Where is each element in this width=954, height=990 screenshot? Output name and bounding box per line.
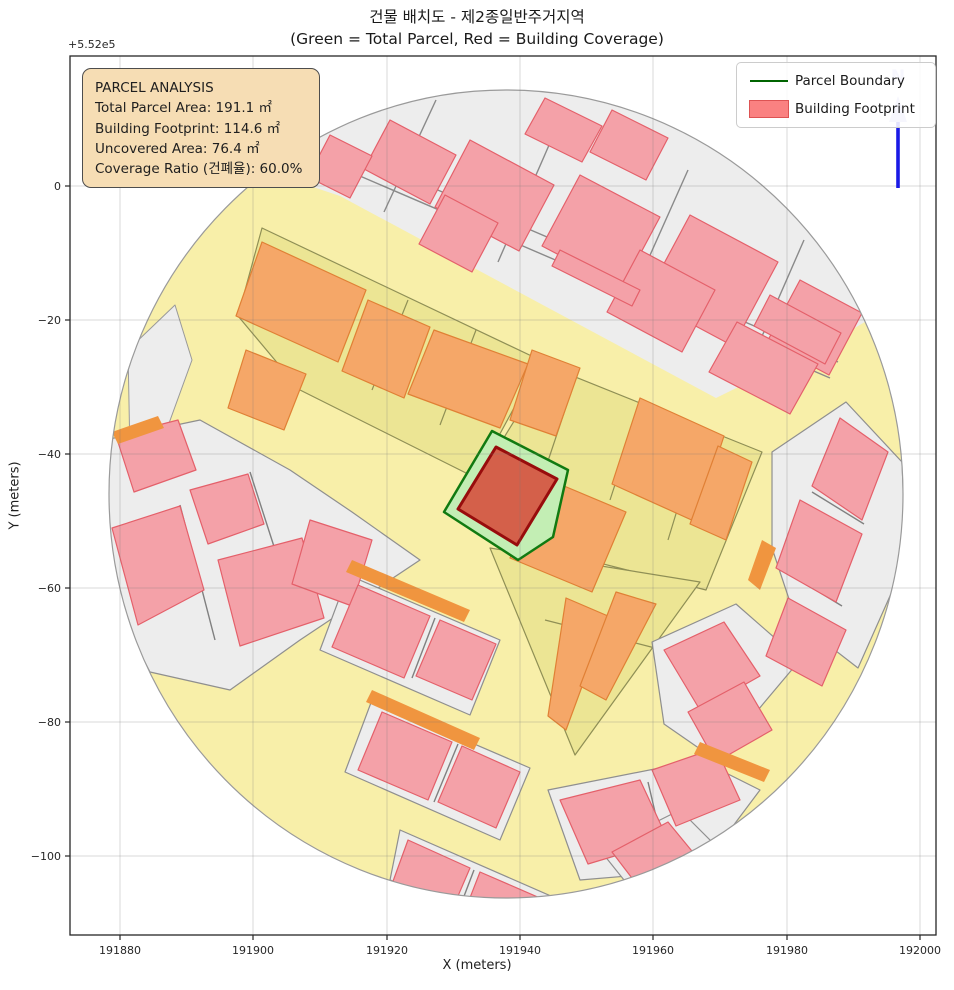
building-pink bbox=[524, 97, 603, 163]
map-layers bbox=[109, 90, 903, 898]
building-orange bbox=[509, 349, 581, 437]
building-pink bbox=[753, 294, 842, 365]
x-tick-label: 191880 bbox=[99, 944, 141, 957]
building-pink bbox=[418, 194, 499, 273]
legend: Parcel Boundary Building Footprint bbox=[736, 62, 936, 128]
y-axis-offset-label: +5.52e5 bbox=[68, 38, 116, 51]
building-pink bbox=[111, 505, 205, 626]
building-orange bbox=[547, 597, 609, 731]
y-axis-label: Y (meters) bbox=[7, 461, 23, 530]
building-pink bbox=[811, 417, 889, 521]
parcel-strip-line bbox=[811, 491, 865, 525]
legend-label-building-footprint: Building Footprint bbox=[795, 101, 915, 117]
map-extent-outline bbox=[108, 89, 904, 899]
building-pink bbox=[434, 139, 555, 252]
x-axis-label: X (meters) bbox=[442, 958, 512, 973]
building-orange bbox=[227, 349, 307, 431]
chart-title: 건물 배치도 - 제2종일반주거지역 bbox=[369, 8, 585, 26]
parcel-strip-line bbox=[433, 743, 459, 803]
parcel-boundary-line-swatch bbox=[750, 80, 788, 82]
zone-edge-sliver bbox=[346, 560, 470, 622]
y-tick-label: −60 bbox=[38, 582, 61, 595]
infobox-total-area: Total Parcel Area: 191.1 ㎡ bbox=[95, 100, 272, 117]
building-pink bbox=[357, 711, 453, 801]
chart-subtitle: (Green = Total Parcel, Red = Building Co… bbox=[290, 30, 664, 48]
x-tick-label: 191960 bbox=[632, 944, 674, 957]
infobox-uncovered-area: Uncovered Area: 76.4 ㎡ bbox=[95, 140, 260, 157]
infobox-coverage-ratio: Coverage Ratio (건폐율): 60.0% bbox=[95, 161, 303, 178]
building-pink bbox=[651, 747, 741, 827]
building-pink bbox=[551, 249, 641, 307]
building-orange bbox=[689, 445, 753, 541]
building-pink bbox=[708, 321, 819, 415]
building-pink bbox=[331, 584, 431, 679]
x-tick-label: 191920 bbox=[366, 944, 408, 957]
building-orange bbox=[235, 241, 367, 363]
parcel-analysis-box: PARCEL ANALYSIS Total Parcel Area: 191.1… bbox=[82, 68, 320, 189]
building-pink bbox=[415, 619, 497, 701]
building-orange bbox=[341, 299, 431, 399]
y-tick-label: −100 bbox=[31, 850, 61, 863]
infobox-title: PARCEL ANALYSIS bbox=[95, 80, 214, 96]
parcel-strip-line bbox=[411, 617, 436, 679]
infobox-building-footprint: Building Footprint: 114.6 ㎡ bbox=[95, 120, 281, 137]
y-tick-label: −40 bbox=[38, 448, 61, 461]
y-tick-label: −80 bbox=[38, 716, 61, 729]
zone-edge-sliver bbox=[748, 540, 776, 590]
building-pink bbox=[363, 119, 457, 205]
building-orange bbox=[579, 591, 657, 701]
building-orange bbox=[407, 329, 529, 429]
zone-edge-sliver bbox=[694, 742, 770, 782]
legend-label-parcel-boundary: Parcel Boundary bbox=[795, 73, 905, 89]
building-pink bbox=[775, 499, 863, 603]
x-tick-label: 191980 bbox=[766, 944, 808, 957]
plot-frame bbox=[69, 55, 937, 936]
building-pink bbox=[391, 839, 471, 898]
y-tick-label: −20 bbox=[38, 314, 61, 327]
zone-edge-sliver bbox=[366, 690, 480, 750]
title-block: 건물 배치도 - 제2종일반주거지역 (Green = Total Parcel… bbox=[0, 6, 954, 50]
x-tick-label: 191940 bbox=[499, 944, 541, 957]
building-footprint-patch-swatch bbox=[749, 100, 789, 118]
legend-row-parcel-boundary: Parcel Boundary bbox=[743, 69, 929, 93]
x-tick-label: 192000 bbox=[899, 944, 941, 957]
legend-row-building-footprint: Building Footprint bbox=[743, 97, 929, 121]
building-pink bbox=[765, 597, 847, 687]
building-pink bbox=[437, 745, 521, 829]
parcel-strip-line bbox=[457, 869, 475, 898]
y-tick-label: 0 bbox=[54, 180, 61, 193]
building-pink bbox=[589, 109, 669, 181]
legend-swatch-wrap bbox=[743, 80, 795, 82]
subject-building-footprint bbox=[456, 445, 559, 547]
zone-edge-sliver bbox=[112, 416, 164, 444]
x-tick-label: 191900 bbox=[232, 944, 274, 957]
building-pink bbox=[189, 473, 265, 545]
legend-swatch-wrap bbox=[743, 100, 795, 118]
